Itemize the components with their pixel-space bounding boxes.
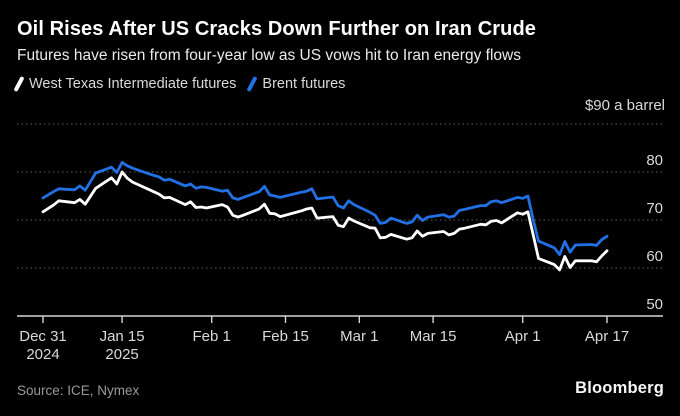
y-tick-label-60: 60 bbox=[646, 248, 663, 265]
x-tick-label: Mar 1 bbox=[340, 328, 378, 345]
x-tick-label: Feb 1 bbox=[193, 328, 231, 345]
x-tick-sublabel: 2025 bbox=[105, 346, 138, 363]
y-axis-unit-label: $90 a barrel bbox=[584, 97, 665, 114]
legend: West Texas Intermediate futures Brent fu… bbox=[13, 75, 346, 93]
y-tick-label-50: 50 bbox=[646, 296, 663, 313]
x-tick-label: Apr 1 bbox=[505, 328, 541, 345]
page-subtitle: Futures have risen from four-year low as… bbox=[17, 47, 521, 64]
y-tick-label-80: 80 bbox=[646, 152, 663, 169]
source-note: Source: ICE, Nymex bbox=[17, 383, 140, 398]
y-tick-label-70: 70 bbox=[646, 200, 663, 217]
x-tick-label: Feb 15 bbox=[262, 328, 309, 345]
x-tick-label: Mar 15 bbox=[410, 328, 457, 345]
legend-item-wti: West Texas Intermediate futures bbox=[13, 75, 237, 93]
legend-label-wti: West Texas Intermediate futures bbox=[29, 76, 237, 92]
legend-label-brent: Brent futures bbox=[262, 76, 346, 92]
page-title: Oil Rises After US Cracks Down Further o… bbox=[17, 18, 537, 40]
bloomberg-logo: Bloomberg bbox=[575, 379, 664, 397]
x-tick-label: Dec 31 bbox=[19, 328, 67, 345]
series-line-brent bbox=[41, 160, 609, 257]
x-tick-label: Jan 15 bbox=[100, 328, 145, 345]
series-line-wti bbox=[41, 170, 609, 272]
legend-item-brent: Brent futures bbox=[246, 75, 346, 93]
x-tick-sublabel: 2024 bbox=[26, 346, 59, 363]
x-tick-label: Apr 17 bbox=[585, 328, 629, 345]
